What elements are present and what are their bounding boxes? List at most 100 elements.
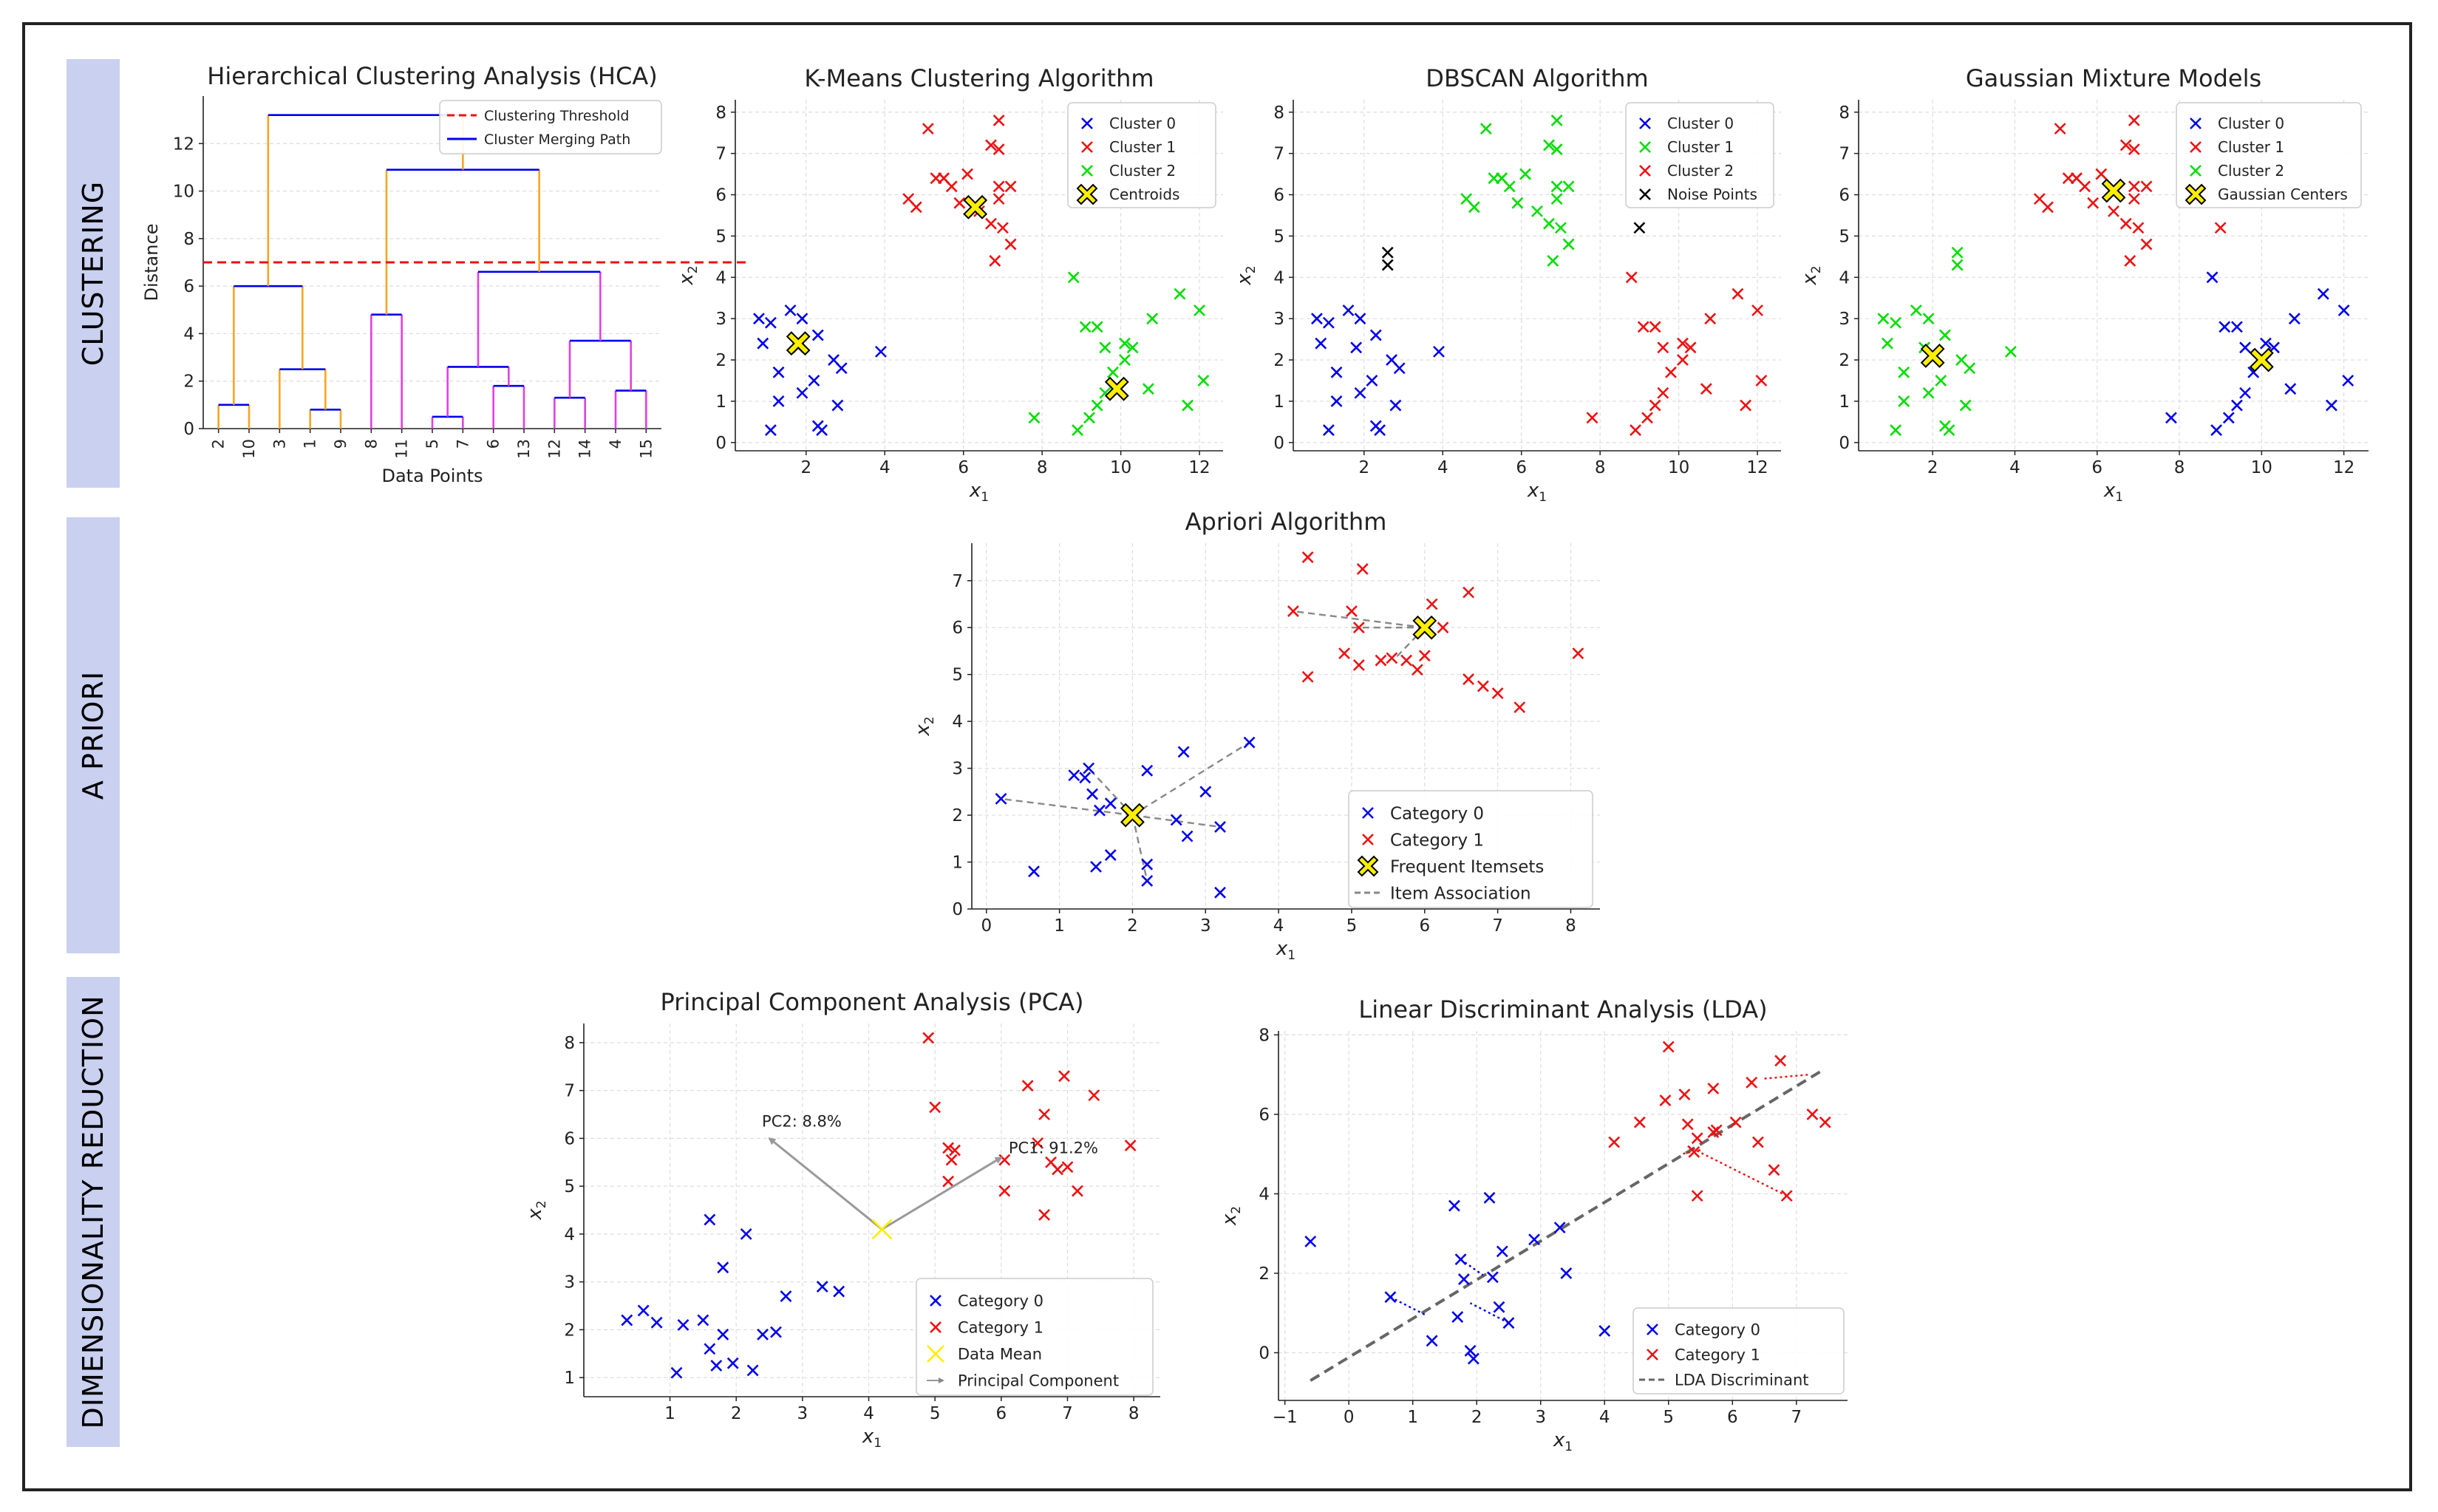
pca-point-category-1	[1038, 1209, 1051, 1221]
apriori-point-category-1	[1463, 673, 1475, 685]
kmeans-ytick-label: 3	[715, 310, 726, 329]
pca-component-label: PC2: 8.8%	[762, 1112, 842, 1130]
kmeans-point-cluster-1	[1004, 238, 1017, 251]
pca-legend-data-mean: Data Mean	[958, 1346, 1042, 1363]
lda-point-category-0	[1304, 1236, 1317, 1247]
pca-point-category-1	[1032, 1137, 1044, 1149]
kmeans-point-cluster-2	[1091, 399, 1103, 412]
apriori-ytick-label: 4	[952, 712, 963, 732]
gmm-point-cluster-1	[2128, 180, 2140, 193]
gmm-ytick-label: 0	[1839, 434, 1850, 453]
apriori-legend-category-0-marker	[1362, 807, 1374, 819]
gmm-point-cluster-2	[2004, 345, 2017, 358]
lda-xtick-label: 2	[1471, 1408, 1482, 1427]
pca-point-category-0	[746, 1364, 759, 1377]
gmm-grid	[1859, 100, 2369, 451]
kmeans-ytick-label: 1	[715, 392, 726, 412]
kmeans-point-cluster-1	[992, 180, 1005, 193]
kmeans-xlabel: x1	[969, 480, 989, 505]
pca-legend-category-1: Category 1	[958, 1319, 1043, 1337]
gmm-ytick-label: 6	[1839, 186, 1850, 205]
lda-xtick-label: 5	[1663, 1408, 1674, 1427]
apriori-series-category-0	[995, 736, 1256, 899]
gmm-legend-cluster-2: Cluster 2	[2218, 162, 2284, 180]
hca-leaf-label: 15	[637, 439, 655, 459]
pca-point-category-0	[770, 1326, 782, 1338]
kmeans-xtick-label: 12	[1188, 458, 1210, 477]
kmeans-legend-cluster-2-marker	[1081, 165, 1093, 177]
gmm-point-cluster-1	[2140, 180, 2153, 193]
pca-xtick-label: 2	[731, 1404, 742, 1423]
dbscan-point-cluster-2	[1684, 341, 1697, 354]
gmm-ytick-label: 8	[1839, 103, 1850, 123]
apriori-point-category-1	[1375, 654, 1387, 667]
kmeans-point-cluster-1	[1004, 180, 1017, 193]
apriori-point-category-0	[1083, 762, 1095, 774]
apriori-association-line	[1395, 627, 1426, 659]
hca-leaf-label: 12	[545, 439, 563, 459]
lda-point-category-0	[1486, 1271, 1499, 1284]
dbscan-ytick-label: 4	[1273, 268, 1284, 287]
lda-point-category-1	[1768, 1164, 1780, 1176]
lda-legend-lda-discriminant: LDA Discriminant	[1675, 1372, 1809, 1389]
dbscan-point-cluster-0	[1330, 366, 1343, 378]
dbscan-point-cluster-1	[1543, 139, 1555, 151]
apriori-point-category-1	[1411, 664, 1423, 676]
dbscan-legend-cluster-0-marker	[1639, 118, 1651, 129]
pca-legend: Category 0 Category 1 Data Mean Principal C…	[916, 1278, 1154, 1396]
gmm-legend-cluster-1: Cluster 1	[2218, 138, 2284, 156]
gmm-point-cluster-2	[1922, 386, 1935, 399]
dbscan-point-cluster-2	[1657, 386, 1669, 399]
hca-leaf-label: 14	[576, 439, 594, 459]
dbscan-point-cluster-2	[1586, 412, 1598, 424]
pca-ytick-label: 4	[564, 1225, 575, 1244]
gmm-legend: Cluster 0 Cluster 1 Cluster 2 Gaussian Cent…	[2176, 102, 2362, 208]
pca-xtick-label: 7	[1062, 1404, 1073, 1423]
pca-component-arrow	[881, 1156, 1003, 1230]
kmeans-ytick-label: 6	[715, 186, 726, 205]
lda-point-category-0	[1384, 1291, 1397, 1304]
apriori-point-category-1	[1352, 659, 1365, 671]
lda-projection-line	[1681, 1149, 1701, 1155]
apriori-point-category-1	[1463, 586, 1475, 599]
kmeans-legend-cluster-0: Cluster 0	[1109, 115, 1176, 132]
kmeans-point-cluster-2	[1067, 271, 1080, 284]
gmm-series-gaussian-centers	[1920, 178, 2274, 372]
dbscan-legend: Cluster 0 Cluster 1 Cluster 2 Noise Points	[1625, 102, 1774, 208]
lda-xtick-label: 1	[1407, 1408, 1418, 1427]
kmeans-marker-centroids	[963, 194, 988, 219]
kmeans-point-cluster-2	[1091, 321, 1103, 333]
apriori-ylabel: x2	[912, 716, 937, 736]
dbscan-legend-cluster-0: Cluster 0	[1667, 115, 1734, 132]
kmeans-point-cluster-2	[1072, 424, 1083, 436]
gmm-point-cluster-0	[2165, 412, 2177, 424]
kmeans-series-cluster-0	[753, 304, 887, 436]
pca-point-category-0	[621, 1314, 633, 1327]
lda-point-category-1	[1688, 1146, 1700, 1158]
pca-ytick-label: 6	[564, 1129, 575, 1148]
gmm-point-cluster-2	[1910, 304, 1922, 316]
dbscan-point-cluster-2	[1751, 304, 1763, 316]
apriori-point-category-1	[1477, 680, 1489, 692]
lda-point-category-0	[1464, 1344, 1477, 1357]
dbscan-point-cluster-0	[1315, 337, 1327, 350]
dbscan-point-cluster-2	[1677, 354, 1689, 366]
gmm-point-cluster-0	[2231, 321, 2243, 333]
apriori-point-category-0	[1181, 830, 1194, 842]
lda-xtick-label: 0	[1344, 1408, 1355, 1427]
pca-ytick-label: 7	[564, 1082, 575, 1101]
gmm-point-cluster-2	[1951, 246, 1964, 259]
kmeans-point-cluster-1	[992, 115, 1005, 126]
apriori-point-category-1	[1356, 562, 1369, 575]
kmeans-legend-cluster-0-marker	[1081, 118, 1093, 129]
apriori-xtick-label: 7	[1492, 916, 1503, 936]
apriori-point-category-1	[1352, 622, 1365, 634]
hca-ylabel: Distance	[141, 224, 162, 302]
dbscan-point-cluster-1	[1543, 217, 1555, 230]
kmeans-point-cluster-1	[910, 201, 922, 214]
apriori-point-category-0	[1104, 797, 1117, 810]
gmm-point-cluster-1	[2108, 205, 2119, 217]
kmeans-legend-centroids-marker	[1076, 183, 1098, 205]
apriori-association-line	[1132, 814, 1221, 828]
dbscan-point-cluster-0	[1374, 424, 1386, 436]
